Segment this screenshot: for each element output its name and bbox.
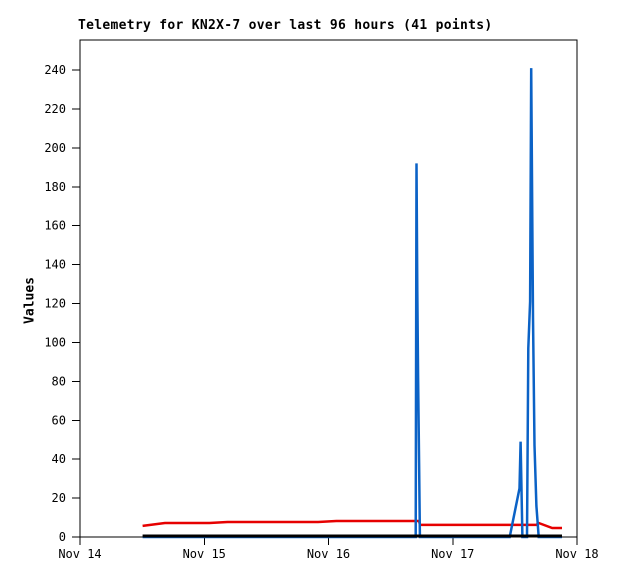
- y-tick-label: 180: [44, 180, 66, 194]
- y-tick-label: 200: [44, 141, 66, 155]
- x-tick-label: Nov 16: [307, 547, 350, 561]
- y-tick-label: 40: [52, 452, 66, 466]
- y-tick-label: 120: [44, 297, 66, 311]
- x-tick-label: Nov 17: [431, 547, 474, 561]
- x-tick-label: Nov 18: [555, 547, 598, 561]
- series-blue-channel: [142, 68, 562, 539]
- chart-title: Telemetry for KN2X-7 over last 96 hours …: [78, 18, 493, 33]
- series-red-channel: [142, 519, 562, 530]
- x-tick-label: Nov 15: [183, 547, 226, 561]
- y-tick-label: 140: [44, 258, 66, 272]
- y-tick-label: 60: [52, 413, 66, 427]
- y-tick-label: 20: [52, 491, 66, 505]
- y-tick-label: 80: [52, 374, 66, 388]
- y-tick-label: 100: [44, 335, 66, 349]
- y-tick-label: 0: [59, 530, 66, 544]
- plot-frame: [79, 39, 578, 538]
- y-tick-label: 220: [44, 102, 66, 116]
- x-tick-label: Nov 14: [58, 547, 101, 561]
- y-tick-label: 240: [44, 63, 66, 77]
- y-tick-label: 160: [44, 219, 66, 233]
